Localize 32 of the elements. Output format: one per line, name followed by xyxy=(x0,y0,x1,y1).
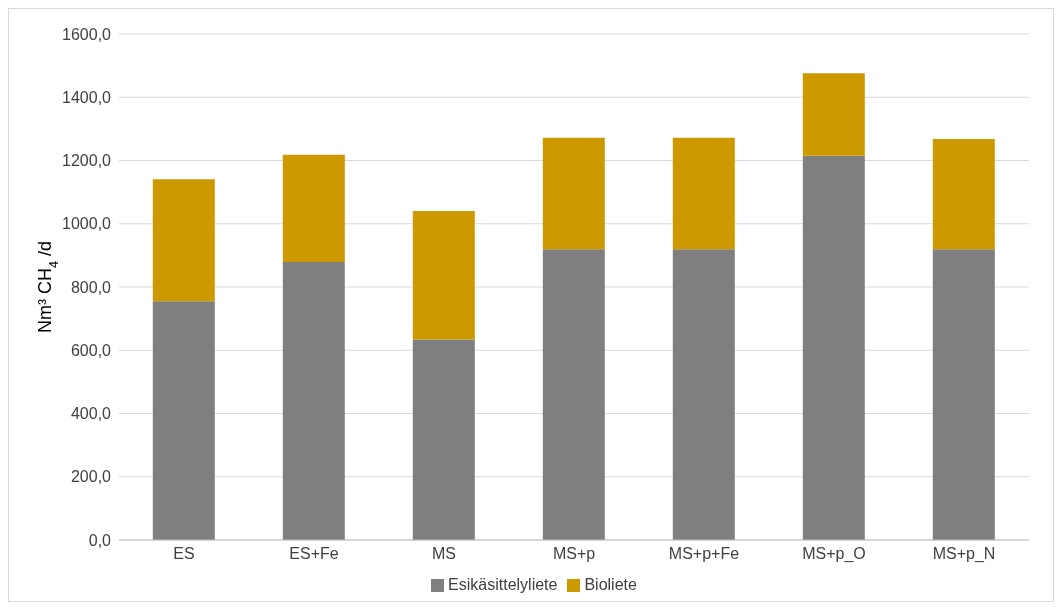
legend-label: Esikäsittelyliete xyxy=(448,576,558,593)
bar xyxy=(802,155,865,540)
x-tick-label: MS+p xyxy=(552,545,596,563)
bar xyxy=(152,301,215,540)
x-tick-label: MS+p_N xyxy=(932,545,996,564)
bar xyxy=(282,154,345,263)
y-tick-label: 0,0 xyxy=(88,531,112,549)
bar xyxy=(542,137,605,250)
bar xyxy=(542,249,605,540)
bar xyxy=(932,249,995,540)
x-tick-label: ES+Fe xyxy=(289,545,339,563)
y-tick-label: 200,0 xyxy=(70,468,112,486)
bar xyxy=(412,211,475,340)
y-tick-label: 400,0 xyxy=(70,405,112,423)
bar xyxy=(672,249,735,540)
bar xyxy=(282,262,345,540)
legend-label: Bioliete xyxy=(584,576,637,593)
bar xyxy=(932,139,995,250)
y-tick-label: 1200,0 xyxy=(62,152,112,170)
x-tick-label: MS+p_O xyxy=(802,545,866,564)
x-tick-label: ES xyxy=(173,545,195,563)
y-tick-label: 1400,0 xyxy=(62,88,112,106)
y-tick-label: 1000,0 xyxy=(62,215,112,233)
y-tick-label: 1600,0 xyxy=(62,25,112,43)
bar xyxy=(412,339,475,540)
bar xyxy=(152,179,215,302)
y-tick-label: 800,0 xyxy=(70,278,112,296)
bar xyxy=(672,137,735,250)
x-tick-label: MS xyxy=(432,545,456,563)
x-tick-label: MS+p+Fe xyxy=(668,545,740,563)
bar xyxy=(802,73,865,156)
y-tick-label: 600,0 xyxy=(70,341,112,359)
